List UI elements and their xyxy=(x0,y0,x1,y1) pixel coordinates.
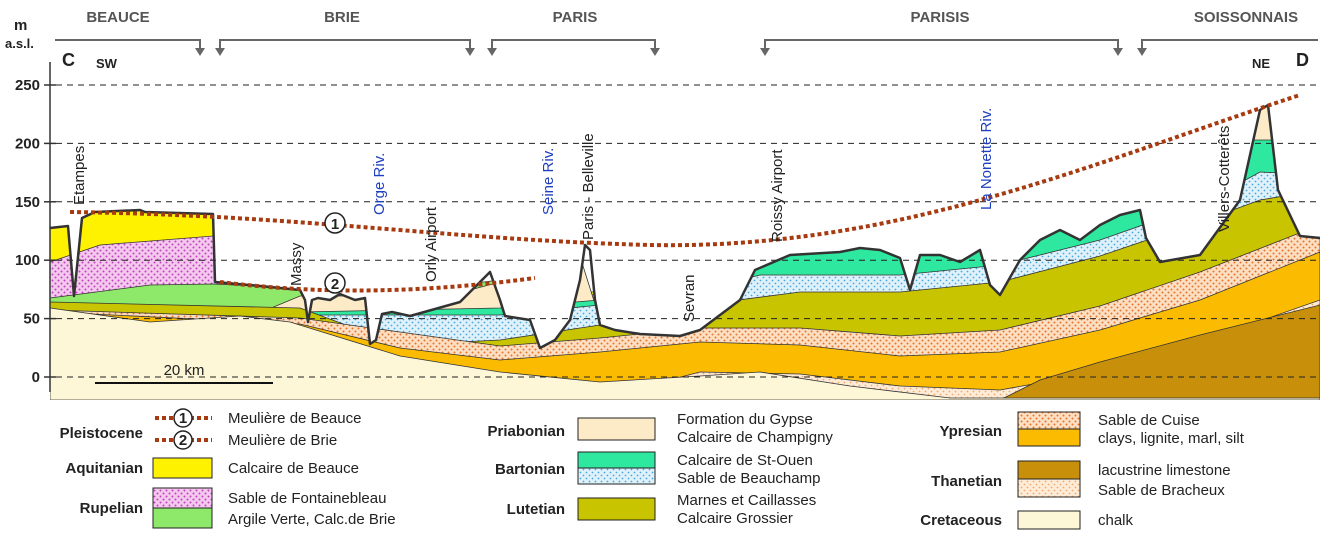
legend-label: Sable de Beauchamp xyxy=(677,470,820,487)
legend-marker-label: 1 xyxy=(179,410,187,427)
section-start-dir: SW xyxy=(96,56,118,71)
legend-label: Formation du Gypse xyxy=(677,411,813,428)
y-tick-label: 50 xyxy=(23,311,40,328)
legend-label: Meulière de Beauce xyxy=(228,410,361,427)
region: PARISIS xyxy=(911,9,970,26)
legend-swatch xyxy=(577,497,656,521)
legend-period: Cretaceous xyxy=(920,512,1002,529)
strata xyxy=(50,105,1320,400)
legend-label: Calcaire de Champigny xyxy=(677,429,833,446)
legend-label: Calcaire de St-Ouen xyxy=(677,452,813,469)
region: PARIS xyxy=(553,9,598,26)
legend-period: Lutetian xyxy=(507,501,565,518)
legend-swatch xyxy=(577,417,656,441)
legend-label: Calcaire de Beauce xyxy=(228,460,359,477)
legend-marker-label: 2 xyxy=(179,432,187,449)
legend-label: Sable de Cuise xyxy=(1098,412,1200,429)
legend-swatch xyxy=(1017,411,1081,430)
y-tick-label: 0 xyxy=(32,369,40,386)
legend-swatch xyxy=(152,507,213,529)
legend-swatch xyxy=(577,451,656,469)
region-brackets xyxy=(55,39,1318,52)
y-tick-label: 150 xyxy=(15,194,40,211)
y-tick-label: 200 xyxy=(15,135,40,152)
legend-label: chalk xyxy=(1098,512,1134,529)
legend-swatch xyxy=(1017,510,1081,530)
place: Paris - Belleville xyxy=(580,133,597,240)
topography xyxy=(49,103,1321,350)
river: La Nonette Riv. xyxy=(978,108,995,210)
legend-swatch xyxy=(1017,460,1081,480)
section-end: D xyxy=(1296,50,1309,70)
marker-circle xyxy=(324,272,346,294)
place: Sevran xyxy=(681,274,698,322)
legend-marker xyxy=(173,430,193,450)
river: Orge Riv. xyxy=(371,153,388,215)
legend-swatch xyxy=(1017,428,1081,447)
region-arrowheads xyxy=(195,48,1147,56)
legend-period: Rupelian xyxy=(80,500,143,517)
axis-unit: m xyxy=(14,17,27,34)
legend-swatch xyxy=(152,457,213,479)
marker: 1 xyxy=(331,216,339,233)
place: Orly Airport xyxy=(423,206,440,282)
scale-label: 20 km xyxy=(164,362,205,379)
legend-period: Thanetian xyxy=(931,473,1002,490)
legend-period: Priabonian xyxy=(487,423,565,440)
meuliere-beauce-line xyxy=(69,93,1301,248)
legend-label: Calcaire Grossier xyxy=(677,510,793,527)
legend-label: Sable de Fontainebleau xyxy=(228,490,386,507)
legend-label: Meulière de Brie xyxy=(228,432,337,449)
legend-period: Pleistocene xyxy=(60,425,143,442)
legend-period: Ypresian xyxy=(939,423,1002,440)
y-tick-label: 100 xyxy=(15,252,40,269)
legend-swatch xyxy=(577,467,656,485)
place: Roissy Airport xyxy=(769,149,786,242)
place: Villers-Cotterêts xyxy=(1216,126,1233,232)
legend-label: clays, lignite, marl, silt xyxy=(1098,430,1245,447)
lacustrine xyxy=(50,304,1320,400)
legend-label: Argile Verte, Calc.de Brie xyxy=(228,511,396,528)
legend-label: Sable de Bracheux xyxy=(1098,482,1225,499)
section-start: C xyxy=(62,50,75,70)
region: SOISSONNAIS xyxy=(1194,9,1298,26)
legend: Pleistocene 1 2 Meulière de Beauce Meuli… xyxy=(60,408,1245,530)
region: BEAUCE xyxy=(86,9,149,26)
y-tick-label: 250 xyxy=(15,77,40,94)
legend-label: Marnes et Caillasses xyxy=(677,492,816,509)
marker: 2 xyxy=(331,276,339,293)
grid: 0 50 100 150 200 250 xyxy=(15,62,1320,392)
river: Seine Riv. xyxy=(540,148,557,215)
legend-period: Bartonian xyxy=(495,461,565,478)
legend-marker xyxy=(173,408,193,428)
place: Massy xyxy=(288,242,305,286)
region: BRIE xyxy=(324,9,360,26)
legend-swatch xyxy=(1017,478,1081,498)
legend-period: Aquitanian xyxy=(66,460,144,477)
axis-unit-note: a.s.l. xyxy=(5,36,34,51)
place: Etampes xyxy=(71,146,88,205)
marker-circle xyxy=(324,212,346,234)
legend-swatch xyxy=(152,487,213,509)
legend-label: lacustrine limestone xyxy=(1098,462,1231,479)
section-end-dir: NE xyxy=(1252,56,1270,71)
